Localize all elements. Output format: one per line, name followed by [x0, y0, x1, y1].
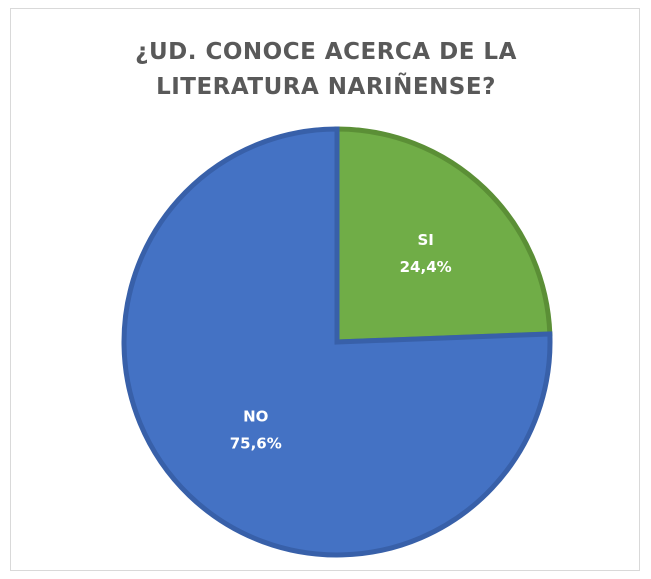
chart-title-line-2: LITERATURA NARIÑENSE? [156, 74, 496, 100]
data-label-no-category: NO [243, 407, 268, 425]
pie-slice-si [334, 126, 553, 345]
chart-frame: ¿UD. CONOCE ACERCA DE LA LITERATURA NARI… [10, 8, 640, 571]
pie-chart: SI 24,4% NO 75,6% [121, 126, 553, 558]
data-label-si-value: 24,4% [400, 258, 452, 276]
chart-title-line-1: ¿UD. CONOCE ACERCA DE LA [135, 39, 517, 65]
pie-slice-no [121, 126, 553, 558]
data-label-si-category: SI [417, 231, 433, 249]
chart-title: ¿UD. CONOCE ACERCA DE LA LITERATURA NARI… [11, 35, 641, 105]
data-label-no-value: 75,6% [230, 434, 282, 452]
